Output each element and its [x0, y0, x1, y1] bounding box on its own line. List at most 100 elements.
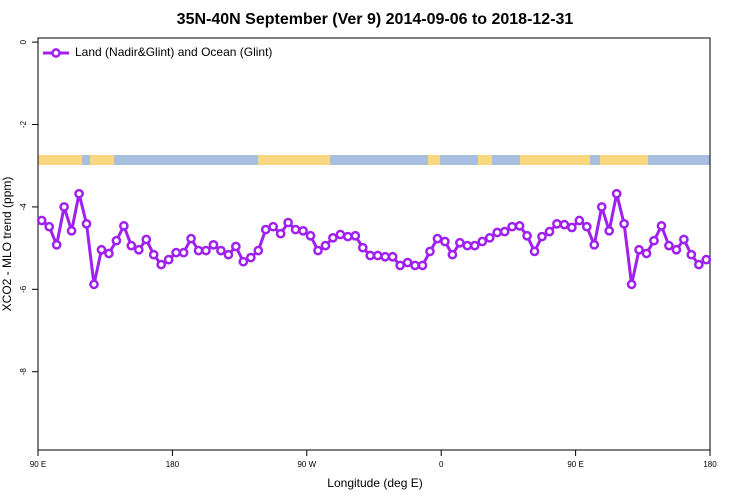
- data-point: [328, 232, 338, 243]
- data-point: [574, 215, 585, 226]
- x-axis-label: Longitude (deg E): [327, 476, 422, 490]
- legend-label: Land (Nadir&Glint) and Ocean (Glint): [75, 45, 272, 59]
- y-tick-label: -4: [19, 203, 28, 211]
- data-point: [201, 245, 211, 256]
- data-point: [305, 230, 316, 241]
- data-point: [193, 245, 204, 256]
- x-tick-label: 90 W: [297, 460, 316, 469]
- data-point: [156, 259, 167, 270]
- data-point: [275, 228, 286, 239]
- data-point: [357, 242, 368, 253]
- data-point: [641, 248, 652, 259]
- x-tick-label: 90 E: [30, 460, 46, 469]
- data-point: [402, 257, 413, 268]
- data-point: [66, 225, 77, 236]
- data-point: [365, 250, 376, 261]
- data-point: [133, 244, 144, 255]
- land-band: [600, 155, 648, 165]
- data-point: [514, 221, 525, 231]
- data-point: [455, 237, 465, 248]
- data-point: [313, 245, 323, 256]
- data-point: [552, 218, 562, 229]
- data-point: [634, 244, 644, 255]
- data-point: [395, 260, 405, 271]
- data-point: [268, 221, 279, 232]
- data-point: [656, 221, 667, 231]
- data-point: [701, 254, 712, 265]
- data-point: [186, 233, 196, 244]
- ocean-band: [38, 155, 710, 165]
- data-point: [499, 226, 510, 237]
- data-point: [604, 225, 615, 236]
- data-point: [231, 241, 241, 252]
- data-point: [469, 240, 480, 251]
- land-band: [520, 155, 590, 165]
- series-line: [40, 192, 708, 286]
- data-point: [253, 245, 264, 256]
- data-point: [507, 221, 517, 232]
- data-point: [51, 239, 62, 250]
- data-point: [163, 254, 174, 265]
- land-band: [478, 155, 492, 165]
- data-point: [59, 202, 69, 212]
- data-point: [223, 249, 234, 260]
- data-point: [626, 279, 637, 290]
- data-point: [619, 218, 629, 229]
- data-point: [89, 279, 99, 290]
- data-point: [148, 249, 159, 260]
- data-point: [380, 251, 391, 262]
- data-point: [171, 247, 181, 258]
- data-point: [611, 188, 622, 199]
- data-point: [44, 221, 55, 232]
- data-point: [581, 221, 592, 232]
- data-point: [417, 260, 428, 271]
- data-point: [664, 240, 674, 251]
- data-point: [447, 249, 458, 260]
- data-point: [36, 215, 47, 226]
- land-band: [90, 155, 114, 165]
- data-point: [111, 235, 122, 246]
- data-point: [208, 239, 219, 250]
- data-point: [335, 229, 346, 240]
- data-point: [589, 239, 600, 250]
- land-band: [428, 155, 440, 165]
- data-point: [537, 231, 547, 242]
- data-point: [425, 246, 435, 257]
- y-tick-label: 0: [19, 39, 28, 44]
- data-point: [529, 246, 540, 257]
- data-point: [178, 247, 189, 258]
- data-point: [492, 227, 503, 238]
- data-point: [596, 202, 607, 212]
- data-point: [74, 188, 84, 199]
- y-tick-label: -2: [19, 120, 28, 128]
- data-point: [216, 245, 226, 256]
- data-point: [290, 224, 301, 235]
- plot-frame: [37, 37, 711, 451]
- data-point: [283, 217, 293, 228]
- chart-title: 35N-40N September (Ver 9) 2014-09-06 to …: [177, 11, 574, 28]
- y-axis-label: XCO2 - MLO trend (ppm): [0, 177, 14, 312]
- data-point: [387, 251, 398, 262]
- data-point: [559, 219, 570, 230]
- data-point: [343, 231, 353, 242]
- data-point: [462, 240, 473, 251]
- y-tick-label: -8: [19, 368, 28, 376]
- data-point: [126, 240, 137, 251]
- x-tick-label: 180: [703, 460, 717, 469]
- x-tick-label: 180: [166, 460, 180, 469]
- data-point: [679, 234, 689, 245]
- data-point: [320, 240, 331, 251]
- data-point: [260, 224, 271, 235]
- data-point: [440, 236, 450, 247]
- land-band: [258, 155, 330, 165]
- data-point: [477, 236, 488, 247]
- land-ocean-band: [38, 155, 710, 165]
- data-point: [104, 248, 114, 259]
- data-point: [567, 222, 577, 233]
- data-point: [544, 226, 555, 237]
- data-point: [141, 234, 152, 245]
- legend-marker: [51, 48, 61, 58]
- data-point: [649, 235, 659, 246]
